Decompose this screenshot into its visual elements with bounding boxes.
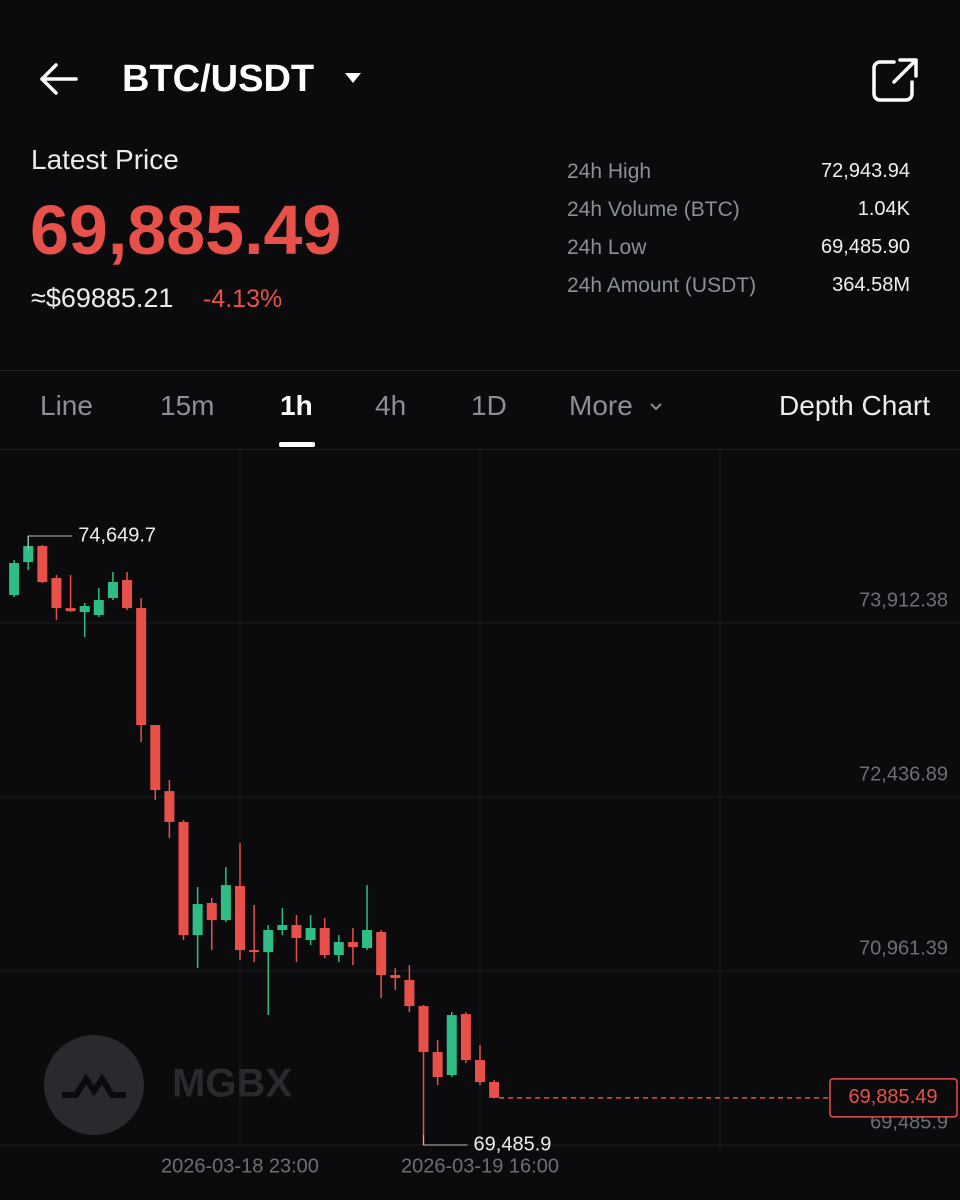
chart: MGBX 73,912.38 72,436.89 70,961.39 69,485.9… xyxy=(0,450,960,1177)
tab[interactable]: 15m xyxy=(160,390,215,421)
y-tick-label: 73,912.38 xyxy=(859,589,948,611)
candle-body xyxy=(93,600,104,616)
candle-body xyxy=(404,980,415,1007)
candle-body xyxy=(164,791,175,822)
candle-body xyxy=(206,903,217,921)
stat-value: 364.58M xyxy=(832,274,910,296)
tab[interactable]: Line xyxy=(40,390,93,421)
share-button[interactable] xyxy=(870,56,922,104)
candle-body xyxy=(432,1052,443,1078)
pair-title[interactable]: BTC/USDT xyxy=(122,58,315,100)
candle-body xyxy=(136,608,147,726)
candle-body xyxy=(474,1060,485,1083)
x-tick-label: 2026-03-18 23:00 xyxy=(161,1155,319,1177)
candle-body xyxy=(305,928,316,941)
candle-body xyxy=(362,930,373,949)
candle-body xyxy=(446,1015,457,1076)
tab[interactable]: More xyxy=(569,390,633,421)
candle-body xyxy=(249,950,260,953)
candle-body xyxy=(460,1014,471,1061)
candle-body xyxy=(291,925,302,939)
tab[interactable]: 1h xyxy=(280,390,313,421)
candle-body xyxy=(122,580,133,609)
stat-label: 24h Amount (USDT) xyxy=(567,274,757,297)
stat-value: 72,943.94 xyxy=(821,160,910,182)
stat-value: 1.04K xyxy=(857,198,910,220)
tab[interactable]: Depth Chart xyxy=(779,390,930,421)
candle-body xyxy=(79,606,90,613)
y-tick-label: 70,961.39 xyxy=(859,937,948,959)
tab[interactable]: 4h xyxy=(375,390,407,421)
candle-body xyxy=(192,904,203,936)
tab[interactable]: 1D xyxy=(471,390,507,421)
price-change: -4.13% xyxy=(203,285,283,313)
more-chevron[interactable] xyxy=(649,402,663,412)
last-price-box xyxy=(829,1078,958,1118)
stat-label: 24h Volume (BTC) xyxy=(567,198,740,221)
candle-body xyxy=(277,925,288,931)
candle-body xyxy=(23,546,34,563)
candle-body xyxy=(150,725,161,791)
tab-indicator xyxy=(279,442,315,447)
candle-body xyxy=(107,582,118,599)
stat-label: 24h High xyxy=(567,160,652,183)
back-button[interactable] xyxy=(38,62,80,96)
divider xyxy=(0,449,960,450)
candle-body xyxy=(234,886,245,951)
pair-dropdown[interactable] xyxy=(344,72,362,84)
candle-body xyxy=(319,928,330,956)
candle-body xyxy=(178,821,189,936)
high-marker-label: 74,649.7 xyxy=(78,524,156,546)
candle-body xyxy=(9,563,20,596)
watermark-icon xyxy=(62,1073,126,1098)
watermark: MGBX xyxy=(172,1062,292,1106)
price-label: Latest Price xyxy=(31,144,179,175)
candle-body xyxy=(347,942,358,947)
candle-body xyxy=(220,885,231,921)
low-marker-line xyxy=(423,1134,468,1146)
watermark-logo xyxy=(44,1035,144,1135)
candle-body xyxy=(418,1006,429,1053)
divider xyxy=(0,370,960,371)
last-price: 69,885.49 xyxy=(30,191,342,269)
candle-body xyxy=(65,608,76,612)
candle-body xyxy=(263,930,274,953)
last-price-label: 69,885.49 xyxy=(849,1086,938,1108)
candle-body xyxy=(37,546,48,583)
y-tick-label: 72,436.89 xyxy=(859,763,948,785)
candle-body xyxy=(51,577,62,609)
stat-label: 24h Low xyxy=(567,236,647,259)
x-tick-label: 2026-03-19 16:00 xyxy=(401,1155,559,1177)
low-marker-label: 69,485.9 xyxy=(474,1133,552,1155)
usd-price: ≈$69885.21 xyxy=(31,283,174,313)
candle-body xyxy=(489,1082,500,1098)
high-marker-line xyxy=(27,535,73,551)
candle-body xyxy=(333,942,344,956)
stat-value: 69,485.90 xyxy=(821,236,910,258)
candle-body xyxy=(376,932,387,976)
candle-body xyxy=(390,975,401,979)
